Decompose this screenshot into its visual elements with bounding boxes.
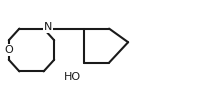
Text: HO: HO	[64, 72, 81, 82]
Text: O: O	[4, 45, 13, 55]
Text: N: N	[44, 22, 52, 32]
